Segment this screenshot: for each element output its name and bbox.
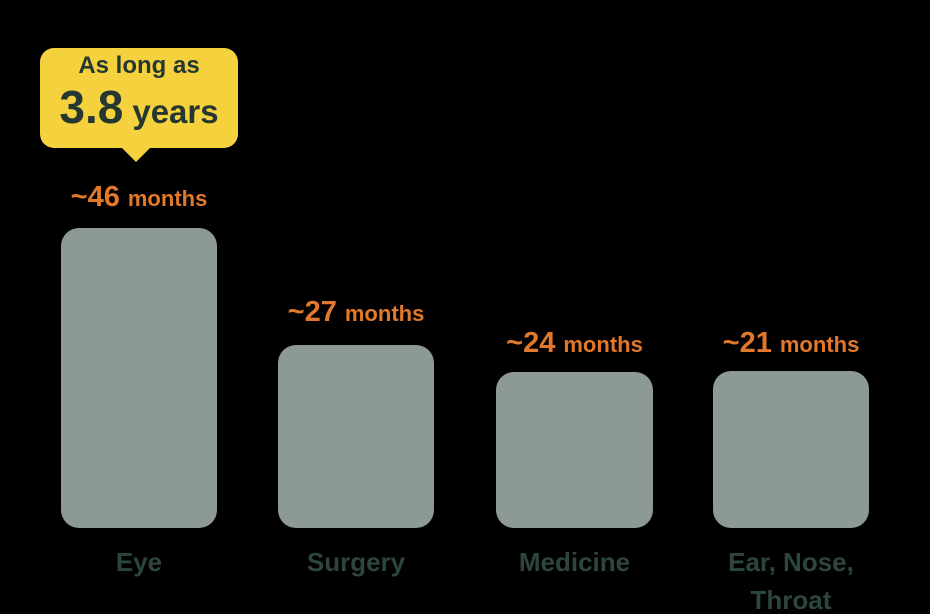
value-unit: months [779,332,860,357]
callout-unit: years [132,93,219,130]
bar-ent [713,371,869,528]
category-label-line: Medicine [518,547,631,577]
value-number: ~24 [506,327,556,359]
value-label-surgery: ~27 months [258,297,454,332]
category-label-line: Eye [115,547,163,577]
category-label-line: Ear, Nose, [728,547,854,577]
bar-eye [61,228,217,528]
bar-surgery [278,345,434,528]
callout-value: 3.8 [59,81,124,133]
category-label-line: Throat [750,585,832,614]
value-label-eye: ~46 months [41,182,237,217]
category-label-ent: Ear, Nose, Throat [673,543,909,614]
bar-medicine [496,372,653,528]
value-unit: months [127,186,208,211]
value-number: ~27 [287,296,337,328]
category-label-medicine: Medicine [456,543,693,581]
callout-value-line: 3.8 years [59,82,218,144]
callout-prefix-text: As long as [78,52,200,79]
value-unit: months [344,301,425,326]
category-label-surgery: Surgery [238,543,474,581]
category-label-line: Surgery [306,547,406,577]
value-number: ~46 [70,181,120,213]
value-number: ~21 [722,327,772,359]
callout-tail-pointer [122,148,150,162]
value-unit: months [563,332,643,357]
value-label-medicine: ~24 months [476,328,673,363]
value-label-ent: ~21 months [693,328,889,363]
annotation-callout: As long as 3.8 years [40,48,238,148]
category-label-eye: Eye [21,543,257,581]
